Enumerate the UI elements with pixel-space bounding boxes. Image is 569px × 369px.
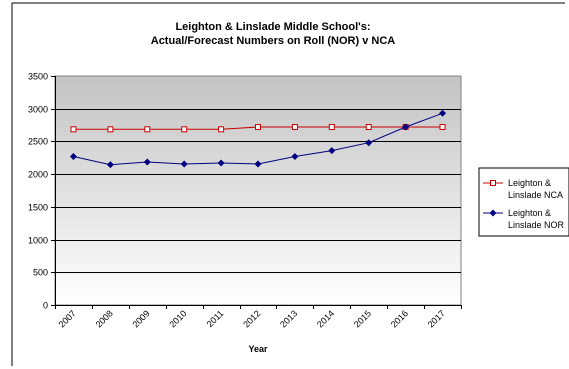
x-tick-label-2009: 2009 <box>130 308 151 329</box>
data-point-nor-2016 <box>402 123 410 131</box>
legend-label-nor-line-2: Linslade NOR <box>508 220 565 230</box>
y-tick-label-2000: 2000 <box>28 170 48 180</box>
data-point-nor-2007 <box>69 152 77 160</box>
x-axis-title: Year <box>248 344 268 354</box>
legend-marker-nca <box>490 180 496 186</box>
y-tick-label-500: 500 <box>33 268 48 278</box>
x-tick-label-2014: 2014 <box>315 308 336 329</box>
legend-label-nca-line-2: Linslade NCA <box>508 190 563 200</box>
data-point-nca-2015 <box>365 124 372 130</box>
x-tick-label-2015: 2015 <box>352 308 373 329</box>
data-point-nca-2009 <box>144 126 151 133</box>
legend-box <box>478 167 569 237</box>
x-tick-label-2013: 2013 <box>278 308 299 329</box>
y-tick-label-3000: 3000 <box>28 105 48 115</box>
data-point-nor-2011 <box>217 159 225 167</box>
series-lines <box>69 109 447 169</box>
data-point-nor-2014 <box>328 147 336 155</box>
x-tick-label-2010: 2010 <box>167 308 188 329</box>
data-point-nca-2008 <box>107 126 114 133</box>
x-tick-label-2012: 2012 <box>241 308 262 329</box>
y-tick-label-1500: 1500 <box>28 203 48 213</box>
y-tick-label-1000: 1000 <box>28 236 48 246</box>
data-point-nor-2008 <box>106 161 114 169</box>
y-tick-label-2500: 2500 <box>28 137 48 147</box>
legend: Leighton & Linslade NCA Leighton & Linsl… <box>478 167 569 237</box>
x-tick-label-2008: 2008 <box>94 308 115 329</box>
x-tick-label-2011: 2011 <box>205 308 226 329</box>
data-point-nca-2013 <box>291 124 298 130</box>
data-point-nor-2010 <box>180 160 188 168</box>
data-point-nor-2017 <box>439 109 447 117</box>
legend-label-nor-line-1: Leighton & <box>508 208 551 218</box>
data-point-nca-2010 <box>181 126 188 133</box>
legend-marker-nor <box>489 209 497 217</box>
chart-title-line-1: Leighton & Linslade Middle School's: <box>175 21 370 33</box>
data-point-nor-2013 <box>291 152 299 160</box>
x-tick-label-2017: 2017 <box>426 308 447 329</box>
x-tick-label-2007: 2007 <box>57 308 78 329</box>
data-point-nca-2017 <box>439 124 446 130</box>
y-axis: 0 500 1000 1500 2000 2500 3000 3500 <box>28 72 56 311</box>
data-point-nor-2009 <box>143 158 151 166</box>
chart-title-line-2: Actual/Forecast Numbers on Roll (NOR) v … <box>151 35 396 47</box>
gridlines <box>55 109 461 273</box>
data-point-nca-2011 <box>218 126 225 133</box>
data-point-nca-2012 <box>255 124 261 130</box>
x-axis: 2007 2008 2009 2010 2011 2012 2013 2014 2015 2016… <box>55 305 462 330</box>
y-tick-label-0: 0 <box>43 301 48 311</box>
x-tick-label-2016: 2016 <box>389 308 410 329</box>
plot-area <box>54 75 462 306</box>
data-point-nca-2007 <box>70 126 77 133</box>
legend-label-nca-line-1: Leighton & <box>508 178 551 188</box>
data-point-nor-2015 <box>365 139 373 147</box>
data-point-nor-2012 <box>254 160 262 168</box>
data-point-nca-2014 <box>328 124 335 130</box>
y-tick-label-3500: 3500 <box>28 72 48 82</box>
